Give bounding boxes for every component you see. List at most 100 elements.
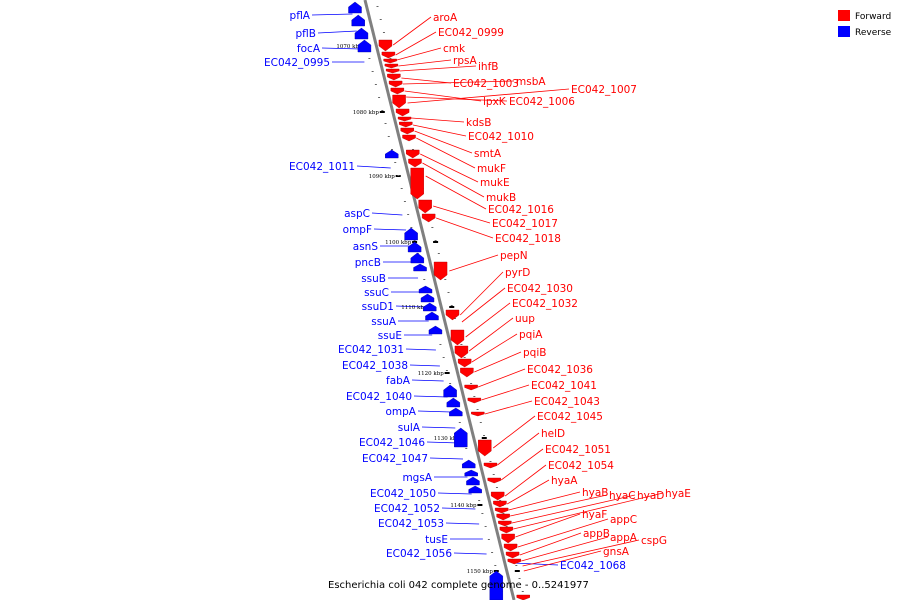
leader-line (373, 228, 407, 231)
minor-tick (515, 565, 518, 566)
forward-gene-arrow (505, 551, 520, 559)
major-tick (477, 504, 483, 506)
leader-line (521, 536, 609, 562)
major-tick (514, 570, 520, 572)
leader-line (449, 254, 499, 272)
gene-label-forward: pepN (500, 250, 528, 262)
gene-label-forward: smtA (474, 148, 502, 160)
minor-tick (437, 253, 440, 254)
forward-gene-arrow (490, 491, 505, 501)
gene-label-reverse: EC042_1047 (362, 453, 428, 465)
gene-label-reverse: ssuE (378, 330, 402, 342)
leader-line (500, 448, 544, 481)
forward-gene-arrow (503, 543, 518, 552)
forward-gene-arrow (464, 384, 478, 391)
gene-label-reverse: ompF (343, 224, 372, 236)
forward-gene-arrow (383, 58, 397, 64)
gene-label-forward: EC042_1054 (548, 460, 614, 472)
minor-tick (412, 149, 415, 150)
gene-label-reverse: ssuA (371, 316, 397, 328)
gene-label-forward: mukB (486, 192, 516, 204)
reverse-gene-arrow (454, 427, 468, 448)
minor-tick (403, 201, 406, 202)
gene-label-forward: pyrD (505, 267, 530, 279)
major-tick (444, 372, 450, 374)
gene-label-forward: hyaB (582, 487, 609, 499)
gene-label-forward: aroA (433, 12, 458, 24)
leader-line (356, 165, 391, 169)
reverse-gene-arrow (446, 397, 461, 408)
minor-tick (491, 552, 494, 553)
leader-line (522, 539, 640, 567)
tick-label: 1110 kbp (401, 305, 428, 311)
minor-tick (492, 474, 495, 475)
reverse-gene-arrow (420, 293, 435, 303)
genome-backbone (363, 0, 516, 600)
tick-label: 1130 kbp (434, 436, 461, 442)
gene-label-forward: EC042_1041 (531, 380, 597, 392)
major-tick (481, 437, 487, 439)
gene-label-forward: rpsA (453, 55, 477, 67)
leader-line (484, 400, 533, 415)
gene-label-reverse: pncB (355, 257, 381, 269)
forward-gene-arrow (450, 329, 465, 346)
minor-tick (445, 370, 448, 371)
gene-label-reverse: pflA (290, 10, 311, 22)
forward-gene-arrow (392, 94, 406, 109)
minor-tick (434, 240, 437, 241)
tick-label: 1150 kbp (467, 569, 494, 575)
gene-label-forward: hyaE (665, 488, 691, 500)
leader-line (317, 30, 357, 34)
leader-line (453, 552, 487, 555)
leader-line (405, 348, 436, 351)
gene-label-reverse: pflB (296, 28, 316, 40)
leader-line (417, 410, 452, 413)
reverse-gene-arrow (466, 476, 480, 486)
gene-label-reverse: EC042_1038 (342, 360, 408, 372)
reverse-gene-arrow (468, 485, 482, 494)
gene-label-forward: kdsB (466, 117, 491, 129)
leader-line (422, 162, 485, 198)
forward-gene-arrow (471, 411, 485, 417)
leader-line (515, 513, 581, 538)
gene-label-reverse: fabA (386, 375, 411, 387)
tick-label: 1100 kbp (385, 240, 412, 246)
gene-label-forward: pqiB (523, 347, 546, 359)
minor-tick (413, 240, 416, 241)
reverse-gene-arrow (425, 311, 439, 321)
minor-tick (387, 136, 390, 137)
minor-tick (400, 188, 403, 189)
major-tick (379, 111, 385, 113)
forward-gene-arrow (478, 439, 492, 457)
leader-line (437, 492, 472, 495)
leader-line (396, 47, 442, 61)
gene-label-reverse: EC042_1068 (560, 560, 626, 572)
gene-label-forward: hyaD (637, 490, 664, 502)
leader-line (321, 47, 362, 50)
minor-tick (463, 357, 466, 358)
forward-gene-arrow (516, 594, 530, 600)
minor-tick (479, 422, 482, 423)
minor-tick (431, 227, 434, 228)
gene-label-forward: EC042_1030 (507, 283, 573, 295)
leader-line (474, 351, 522, 373)
gene-label-forward: EC042_1036 (527, 364, 593, 376)
gene-label-forward: uup (515, 313, 535, 325)
leader-line (445, 522, 480, 525)
leader-line (414, 130, 473, 154)
forward-gene-arrow (388, 80, 403, 88)
minor-tick (470, 383, 473, 384)
forward-gene-arrow (494, 507, 509, 514)
gene-label-forward: EC042_1007 (571, 84, 637, 96)
gene-label-forward: lpxK (483, 96, 507, 108)
forward-gene-arrow (496, 513, 510, 521)
minor-tick (465, 448, 468, 449)
minor-tick (442, 357, 445, 358)
leader-line (407, 88, 570, 104)
gene-label-reverse: mgsA (402, 472, 432, 484)
gene-label-forward: EC042_1017 (492, 218, 558, 230)
leader-line (425, 175, 487, 210)
minor-tick (473, 396, 476, 397)
forward-gene-arrow (498, 520, 512, 527)
